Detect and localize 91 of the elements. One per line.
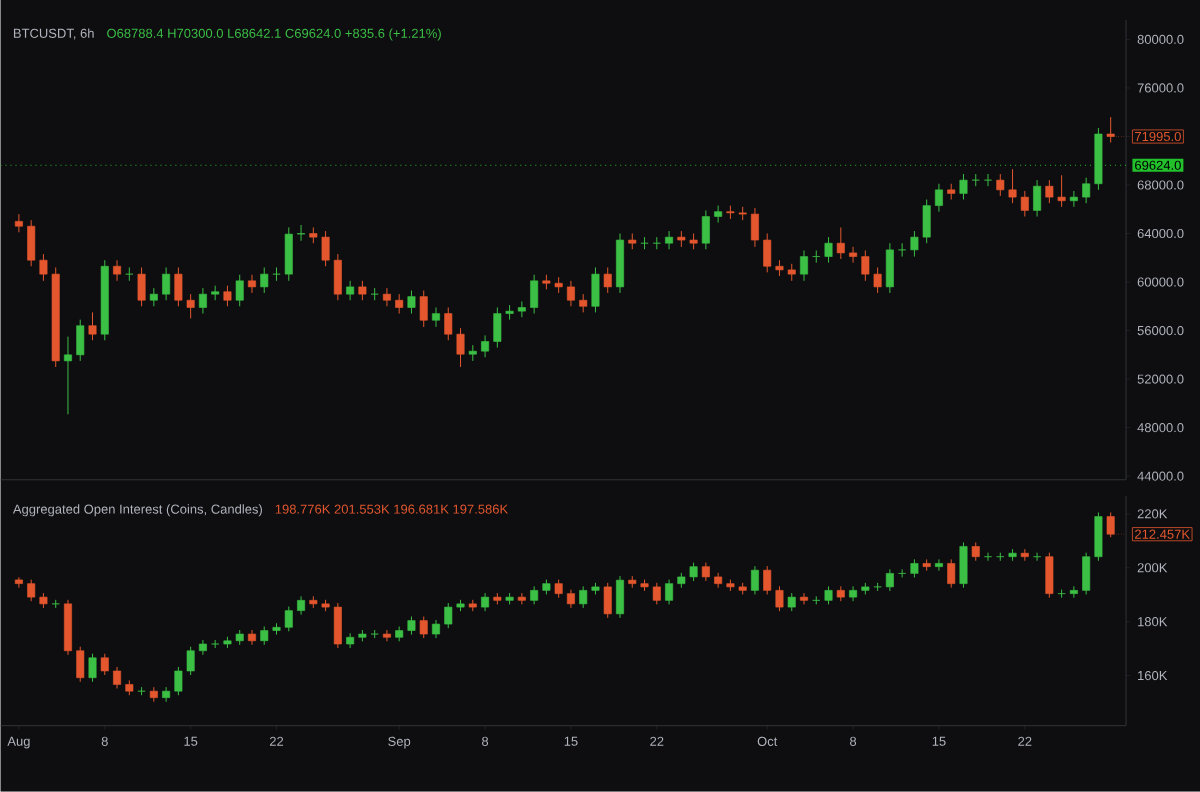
candlestick <box>407 290 416 315</box>
candlestick <box>665 230 674 250</box>
candlestick <box>113 666 122 690</box>
candlestick <box>787 592 796 612</box>
candlestick <box>358 280 367 301</box>
candlestick <box>346 632 355 649</box>
candlestick <box>76 646 85 683</box>
candlestick <box>382 629 391 642</box>
candlestick <box>198 287 207 315</box>
candlestick <box>419 616 428 639</box>
candlestick <box>530 586 539 606</box>
candlestick <box>382 287 391 307</box>
candlestick <box>149 287 158 307</box>
candlestick <box>162 267 171 301</box>
candlestick <box>591 267 600 314</box>
candlestick <box>297 595 306 616</box>
candlestick <box>76 319 85 362</box>
candlestick <box>1106 512 1115 538</box>
candlestick <box>959 173 968 201</box>
candlestick <box>701 562 710 582</box>
candlestick <box>849 246 858 264</box>
candlestick <box>432 307 440 328</box>
candlestick <box>836 227 845 260</box>
candlestick <box>800 250 808 282</box>
candlestick <box>248 629 256 646</box>
candlestick <box>113 259 122 282</box>
candlestick <box>701 210 710 250</box>
candlestick <box>530 274 539 315</box>
candlestick <box>750 207 759 248</box>
candlestick <box>333 602 342 649</box>
candlestick <box>64 599 72 656</box>
candlestick <box>14 576 23 589</box>
candlestick <box>64 336 72 415</box>
candlestick <box>125 267 134 282</box>
candlestick <box>849 586 858 602</box>
candlestick <box>959 542 968 589</box>
candlestick <box>603 267 612 294</box>
candlestick <box>88 653 97 683</box>
candlestick <box>1033 179 1042 218</box>
candlestick <box>1045 552 1054 599</box>
candlestick <box>898 242 907 258</box>
candlestick <box>1082 552 1091 596</box>
candlestick <box>566 589 575 609</box>
candlestick <box>297 224 306 242</box>
candlestick <box>885 242 894 294</box>
candlestick <box>100 653 109 676</box>
candlestick <box>984 173 992 187</box>
candlestick <box>566 280 575 307</box>
candlestick <box>346 280 355 301</box>
candlestick <box>395 293 404 315</box>
candlestick <box>248 274 256 294</box>
candlestick <box>198 639 207 656</box>
candlestick <box>824 586 833 606</box>
candlestick <box>517 301 526 318</box>
candlestick <box>432 619 440 639</box>
candlestick <box>885 569 894 592</box>
candlestick <box>223 285 232 307</box>
candlestick <box>579 293 588 314</box>
candlestick <box>554 579 563 599</box>
candlestick <box>616 233 624 294</box>
candlestick <box>419 290 428 328</box>
candlestick <box>284 227 293 282</box>
candlestick <box>971 542 980 562</box>
candlestick <box>603 582 612 619</box>
candlestick <box>750 565 759 596</box>
candlestick <box>235 274 244 307</box>
candlestick <box>137 267 146 307</box>
candlestick <box>714 205 723 224</box>
candlestick <box>800 592 808 606</box>
candlestick <box>481 335 490 358</box>
candlestick <box>665 579 674 606</box>
candlestick <box>616 575 624 619</box>
candlestick <box>1069 586 1078 599</box>
candlestick <box>1094 512 1103 562</box>
candlestick <box>934 559 943 572</box>
candlestick <box>88 312 97 341</box>
candlestick <box>517 592 526 606</box>
candlestick <box>1106 116 1115 144</box>
candlestick <box>260 267 269 294</box>
candlestick <box>272 267 281 282</box>
candlestick <box>824 236 833 264</box>
candlestick <box>481 592 490 612</box>
candlestick <box>1069 190 1078 208</box>
candlestick <box>947 559 956 589</box>
candlestick <box>14 213 23 233</box>
candlestick <box>333 253 342 301</box>
candlestick <box>162 686 171 703</box>
candlestick <box>1082 177 1091 204</box>
candlestick <box>910 559 919 579</box>
candlestick <box>934 183 943 213</box>
candlestick <box>714 572 723 589</box>
